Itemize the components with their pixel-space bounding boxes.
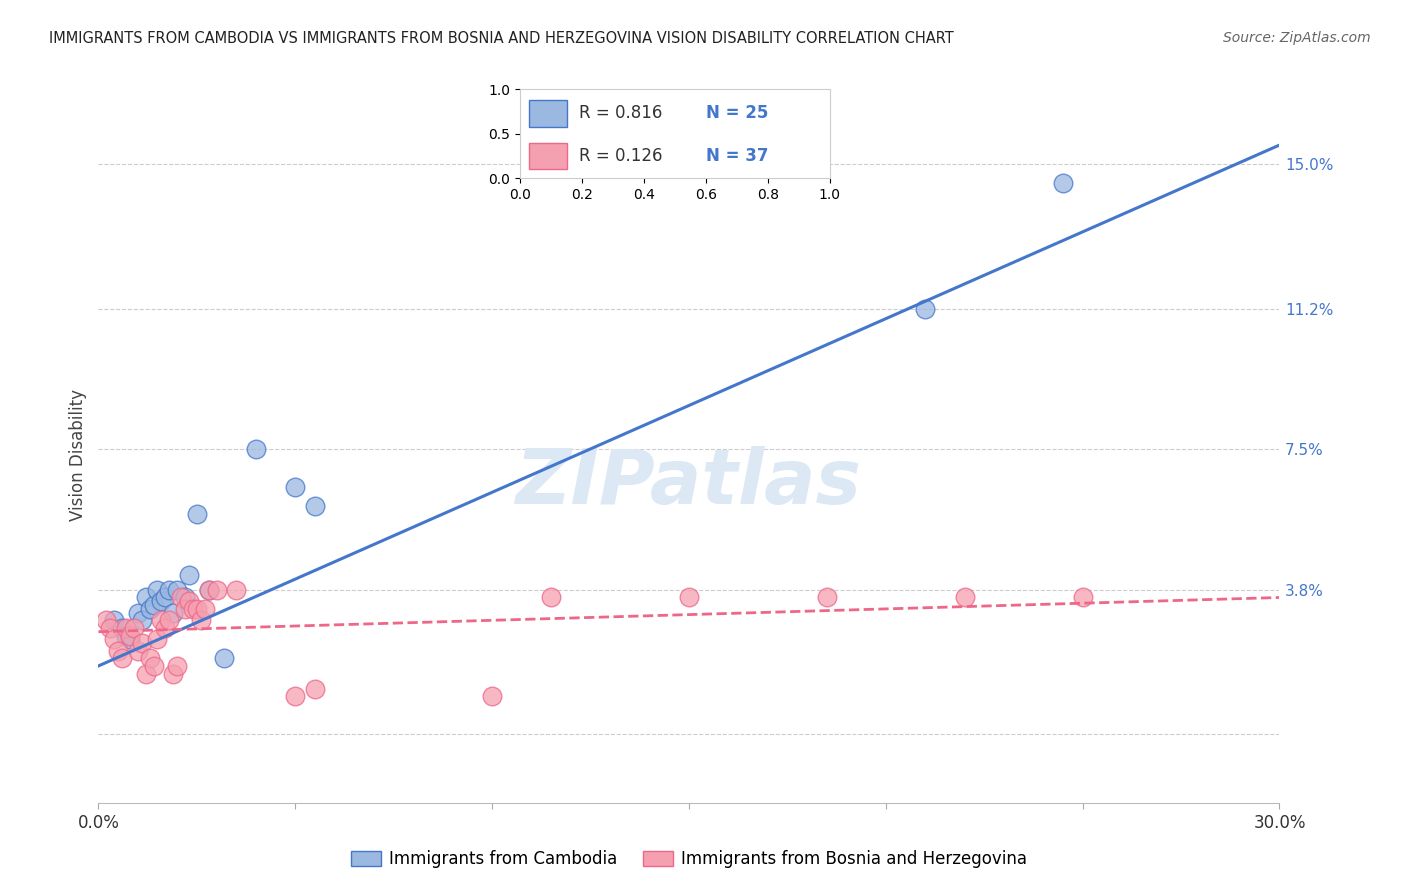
Point [150,613,173,627]
Point [138,602,160,616]
Text: IMMIGRANTS FROM CAMBODIA VS IMMIGRANTS FROM BOSNIA AND HERZEGOVINA VISION DISABI: IMMIGRANTS FROM CAMBODIA VS IMMIGRANTS F… [49,31,953,46]
Point [540,591,562,605]
Point [177,567,200,582]
Point [131,636,153,650]
Point [138,651,160,665]
Text: N = 25: N = 25 [706,104,768,122]
Point [194,602,217,616]
Point [678,591,700,605]
Point [150,594,173,608]
Y-axis label: Vision Disability: Vision Disability [69,389,87,521]
Point [135,591,157,605]
Point [115,628,138,642]
Point [815,591,838,605]
Point [98,621,121,635]
Point [170,591,193,605]
Point [96,613,118,627]
Point [155,591,177,605]
Point [166,659,188,673]
Text: R = 0.126: R = 0.126 [579,147,662,165]
Point [142,659,165,673]
Point [146,632,169,647]
Point [122,621,145,635]
Point [953,591,976,605]
Point [103,632,125,647]
Point [157,582,180,597]
FancyBboxPatch shape [530,143,567,169]
Point [1071,591,1094,605]
Text: Source: ZipAtlas.com: Source: ZipAtlas.com [1223,31,1371,45]
Point [197,582,219,597]
Point [127,644,149,658]
Point [186,602,208,616]
Point [127,606,149,620]
Point [155,621,177,635]
Point [284,690,307,704]
Point [214,651,236,665]
Point [157,613,180,627]
Point [103,613,125,627]
Text: N = 37: N = 37 [706,147,768,165]
FancyBboxPatch shape [530,100,567,127]
Point [118,632,141,647]
Point [304,500,326,514]
Point [111,621,134,635]
Point [284,480,307,494]
Point [225,582,247,597]
Point [107,644,129,658]
Point [146,582,169,597]
Point [162,666,184,681]
Text: ZIPatlas: ZIPatlas [516,446,862,520]
Point [205,582,228,597]
Point [181,602,204,616]
Point [142,598,165,612]
Point [186,507,208,521]
Point [914,301,936,316]
Point [304,681,326,696]
Point [135,666,157,681]
Point [131,613,153,627]
Point [177,594,200,608]
Point [111,651,134,665]
Point [174,602,197,616]
Point [481,690,503,704]
Legend: Immigrants from Cambodia, Immigrants from Bosnia and Herzegovina: Immigrants from Cambodia, Immigrants fro… [344,843,1033,874]
Point [1052,176,1074,190]
Point [162,606,184,620]
Text: R = 0.816: R = 0.816 [579,104,662,122]
Point [245,442,267,457]
Point [166,582,188,597]
Point [190,613,212,627]
Point [115,621,138,635]
Point [174,591,197,605]
Point [118,628,141,642]
Point [197,582,219,597]
